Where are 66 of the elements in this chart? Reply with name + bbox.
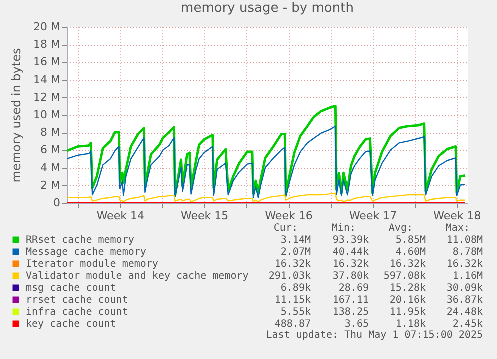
x-tick-label: Week 14: [96, 210, 144, 222]
text: 5.85M: [396, 235, 426, 246]
text: 36.87k: [446, 295, 483, 306]
legend-label: rrset cache count: [26, 295, 128, 306]
text: 20.16k: [390, 295, 426, 306]
text: 3.14M: [280, 235, 311, 246]
text: 16.32k: [274, 259, 311, 270]
y-axis-title: memory used in bytes: [10, 48, 24, 183]
text: 24.48k: [446, 307, 483, 318]
text: 488.87: [274, 319, 311, 330]
y-tick-label: 4 M: [40, 161, 60, 174]
text: 1.16M: [452, 271, 483, 282]
text: Cur:: [274, 223, 298, 234]
text: 37.80k: [332, 271, 369, 282]
chart-title: memory usage - by month: [181, 1, 354, 16]
y-tick-label: 14 M: [34, 73, 60, 86]
legend-label: Iterator module memory: [26, 259, 158, 270]
y-tick-label: 12 M: [34, 90, 60, 104]
text: 5.55k: [280, 307, 311, 318]
text: 30.09k: [446, 283, 483, 294]
x-tick-label: Week 15: [181, 210, 229, 222]
legend-label: key cache count: [26, 319, 116, 330]
text: 16.32k: [332, 259, 369, 270]
text: 597.08k: [384, 271, 426, 282]
text: 11.08M: [446, 235, 483, 246]
text: 40.44k: [332, 247, 369, 258]
legend-label: Validator module and key cache memory: [26, 271, 249, 282]
line-series: [67, 105, 467, 198]
text: 16.32k: [446, 259, 483, 270]
text: Avg:: [388, 223, 413, 234]
text: 138.25: [332, 307, 369, 318]
text: 1.18k: [396, 319, 426, 330]
text: 15.28k: [390, 283, 426, 294]
text: 28.69: [338, 283, 369, 294]
y-tick-label: 16 M: [34, 56, 60, 69]
y-tick-label: 18 M: [34, 38, 60, 52]
text: 167.11: [332, 295, 369, 306]
x-tick-label: Week 16: [265, 210, 313, 222]
legend-label: Message cache memory: [26, 247, 146, 258]
text: 2.07M: [280, 247, 311, 258]
text: 11.15k: [274, 295, 311, 306]
line-series: [67, 126, 466, 198]
text: 291.03k: [268, 271, 311, 282]
text: 6.89k: [280, 283, 311, 294]
legend-label: msg cache count: [26, 283, 116, 294]
text: Min:: [332, 223, 356, 234]
x-tick-label: Week 17: [349, 210, 398, 222]
line-series: [67, 192, 466, 203]
text: 8.78M: [452, 247, 483, 258]
y-tick-label: 2 M: [40, 178, 60, 192]
text: 11.95k: [390, 307, 426, 318]
text: 4.60M: [396, 247, 426, 258]
legend-label: RRset cache memory: [26, 235, 134, 246]
text: 3.65: [344, 319, 369, 330]
text: 2.45k: [452, 319, 483, 330]
y-tick-label: 20 M: [34, 20, 60, 34]
text: 93.39k: [332, 235, 369, 246]
legend-label: infra cache count: [26, 307, 128, 318]
x-tick-label: Week 18: [434, 210, 482, 222]
y-tick-label: 10 M: [34, 108, 60, 122]
y-tick-label: 6 M: [40, 144, 60, 157]
text: Max:: [446, 223, 470, 234]
text: Last update: Thu May 1 07:15:00 2025: [266, 330, 483, 341]
y-tick-label: 0: [54, 196, 60, 210]
y-tick-label: 8 M: [40, 126, 60, 140]
text: 16.32k: [390, 259, 426, 270]
